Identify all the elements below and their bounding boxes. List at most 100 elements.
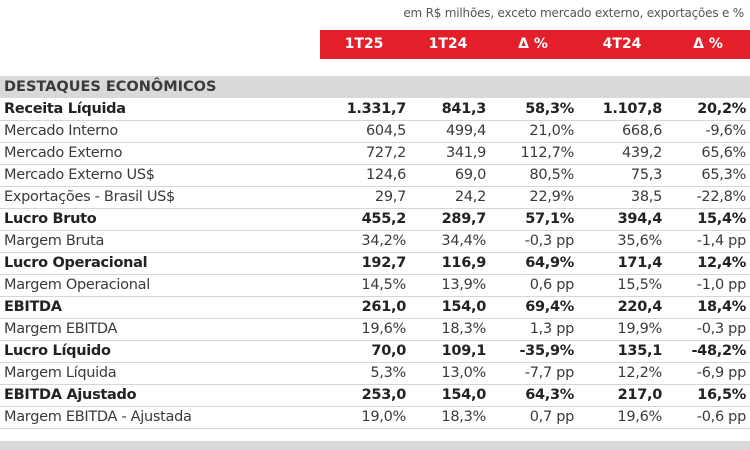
row-value: 22,9% bbox=[529, 189, 574, 205]
row-value: -1,4 pp bbox=[696, 233, 747, 249]
table-row: Mercado Interno 604,5 499,4 21,0% 668,6 -9,6% bbox=[0, 121, 750, 143]
row-value: 69,4% bbox=[525, 299, 574, 315]
row-value: 19,9% bbox=[617, 321, 662, 337]
row-value: 75,3 bbox=[630, 167, 662, 183]
row-value: 65,3% bbox=[701, 167, 746, 183]
row-value: 13,0% bbox=[441, 365, 486, 381]
economic-highlights-table: Receita Líquida 1.331,7 841,3 58,3% 1.107,8 2… bbox=[0, 99, 750, 429]
row-value: 192,7 bbox=[361, 255, 407, 271]
units-note: em R$ milhões, exceto mercado externo, e… bbox=[403, 6, 744, 20]
row-value: 18,4% bbox=[697, 299, 746, 315]
row-label: Margem EBITDA bbox=[4, 321, 118, 337]
row-value: 19,0% bbox=[361, 409, 406, 425]
row-value: 5,3% bbox=[370, 365, 406, 381]
row-value: 65,6% bbox=[701, 145, 746, 161]
row-value: 64,9% bbox=[525, 255, 574, 271]
row-value: 15,4% bbox=[697, 211, 746, 227]
row-label: Exportações - Brasil US$ bbox=[4, 189, 175, 205]
row-value: 18,3% bbox=[441, 321, 486, 337]
row-value: 1.331,7 bbox=[346, 101, 407, 117]
row-value: 341,9 bbox=[445, 145, 486, 161]
row-value: 841,3 bbox=[441, 101, 487, 117]
row-label: Receita Líquida bbox=[4, 101, 126, 117]
row-label: Margem Operacional bbox=[4, 277, 150, 293]
row-value: 135,1 bbox=[617, 343, 663, 359]
column-header-delta-2: Δ % bbox=[693, 36, 723, 52]
row-value: -0,6 pp bbox=[696, 409, 747, 425]
table-row: Margem EBITDA 19,6% 18,3% 1,3 pp 19,9% -0,3 p… bbox=[0, 319, 750, 341]
table-row: Lucro Bruto 455,2 289,7 57,1% 394,4 15,4% bbox=[0, 209, 750, 231]
row-value: 109,1 bbox=[441, 343, 487, 359]
row-value: 727,2 bbox=[365, 145, 406, 161]
row-value: 80,5% bbox=[529, 167, 574, 183]
row-value: 1,3 pp bbox=[529, 321, 575, 337]
row-value: 394,4 bbox=[617, 211, 663, 227]
row-value: 16,5% bbox=[697, 387, 746, 403]
row-value: -0,3 pp bbox=[524, 233, 575, 249]
table-row: Receita Líquida 1.331,7 841,3 58,3% 1.107,8 2… bbox=[0, 99, 750, 121]
table-row: Margem Operacional 14,5% 13,9% 0,6 pp 15,5% -… bbox=[0, 275, 750, 297]
row-value: 1.107,8 bbox=[602, 101, 663, 117]
column-header-4t24: 4T24 bbox=[602, 36, 642, 52]
row-label: Mercado Interno bbox=[4, 123, 118, 139]
table-row: Margem Líquida 5,3% 13,0% -7,7 pp 12,2% -6,9 … bbox=[0, 363, 750, 385]
row-value: 116,9 bbox=[441, 255, 487, 271]
row-value: -1,0 pp bbox=[696, 277, 747, 293]
column-header-delta-1: Δ % bbox=[518, 36, 548, 52]
table-row: Margem EBITDA - Ajustada 19,0% 18,3% 0,7 pp… bbox=[0, 407, 750, 429]
row-label: Mercado Externo bbox=[4, 145, 123, 161]
table-row: Mercado Externo US$ 124,6 69,0 80,5% 75,3 65,… bbox=[0, 165, 750, 187]
row-value: 604,5 bbox=[365, 123, 406, 139]
row-value: 217,0 bbox=[617, 387, 663, 403]
row-value: -48,2% bbox=[691, 343, 746, 359]
table-row: Lucro Líquido 70,0 109,1 -35,9% 135,1 -48,2% bbox=[0, 341, 750, 363]
row-value: 58,3% bbox=[525, 101, 574, 117]
row-value: 12,4% bbox=[697, 255, 746, 271]
row-value: -35,9% bbox=[519, 343, 574, 359]
row-value: -0,3 pp bbox=[696, 321, 747, 337]
column-header-row: 1T25 1T24 Δ % 4T24 Δ % bbox=[320, 30, 750, 59]
row-value: -22,8% bbox=[696, 189, 747, 205]
row-value: 14,5% bbox=[361, 277, 406, 293]
row-value: 34,2% bbox=[361, 233, 406, 249]
row-label: EBITDA Ajustado bbox=[4, 387, 137, 403]
row-label: EBITDA bbox=[4, 299, 62, 315]
table-row: Exportações - Brasil US$ 29,7 24,2 22,9% 38,… bbox=[0, 187, 750, 209]
row-value: 24,2 bbox=[454, 189, 486, 205]
row-value: -7,7 pp bbox=[524, 365, 575, 381]
row-label: Margem Líquida bbox=[4, 365, 117, 381]
section-title: DESTAQUES ECONÔMICOS bbox=[4, 79, 217, 95]
table-row: Mercado Externo 727,2 341,9 112,7% 439,2 65,6… bbox=[0, 143, 750, 165]
row-label: Lucro Bruto bbox=[4, 211, 97, 227]
next-section-bar bbox=[0, 441, 750, 450]
row-value: 69,0 bbox=[454, 167, 486, 183]
row-value: 15,5% bbox=[617, 277, 662, 293]
table-row: EBITDA Ajustado 253,0 154,0 64,3% 217,0 16,5% bbox=[0, 385, 750, 407]
row-value: 19,6% bbox=[361, 321, 406, 337]
row-value: 12,2% bbox=[617, 365, 662, 381]
row-value: 18,3% bbox=[441, 409, 486, 425]
row-value: 35,6% bbox=[617, 233, 662, 249]
row-value: 34,4% bbox=[441, 233, 486, 249]
row-value: 499,4 bbox=[445, 123, 486, 139]
row-value: 124,6 bbox=[365, 167, 406, 183]
row-value: 70,0 bbox=[371, 343, 406, 359]
row-value: 21,0% bbox=[529, 123, 574, 139]
row-value: 439,2 bbox=[621, 145, 662, 161]
column-header-1t24: 1T24 bbox=[428, 36, 468, 52]
column-header-1t25: 1T25 bbox=[344, 36, 384, 52]
row-value: -9,6% bbox=[705, 123, 746, 139]
table-row: Margem Bruta 34,2% 34,4% -0,3 pp 35,6% -1,4 p… bbox=[0, 231, 750, 253]
row-value: 57,1% bbox=[525, 211, 574, 227]
row-value: 19,6% bbox=[617, 409, 662, 425]
section-header: DESTAQUES ECONÔMICOS bbox=[0, 76, 750, 98]
row-value: 154,0 bbox=[441, 299, 487, 315]
row-value: 668,6 bbox=[621, 123, 662, 139]
row-value: 20,2% bbox=[697, 101, 746, 117]
row-value: 171,4 bbox=[617, 255, 663, 271]
row-value: 154,0 bbox=[441, 387, 487, 403]
row-label: Margem Bruta bbox=[4, 233, 105, 249]
row-label: Lucro Líquido bbox=[4, 343, 111, 359]
table-row: EBITDA 261,0 154,0 69,4% 220,4 18,4% bbox=[0, 297, 750, 319]
row-value: 455,2 bbox=[361, 211, 407, 227]
